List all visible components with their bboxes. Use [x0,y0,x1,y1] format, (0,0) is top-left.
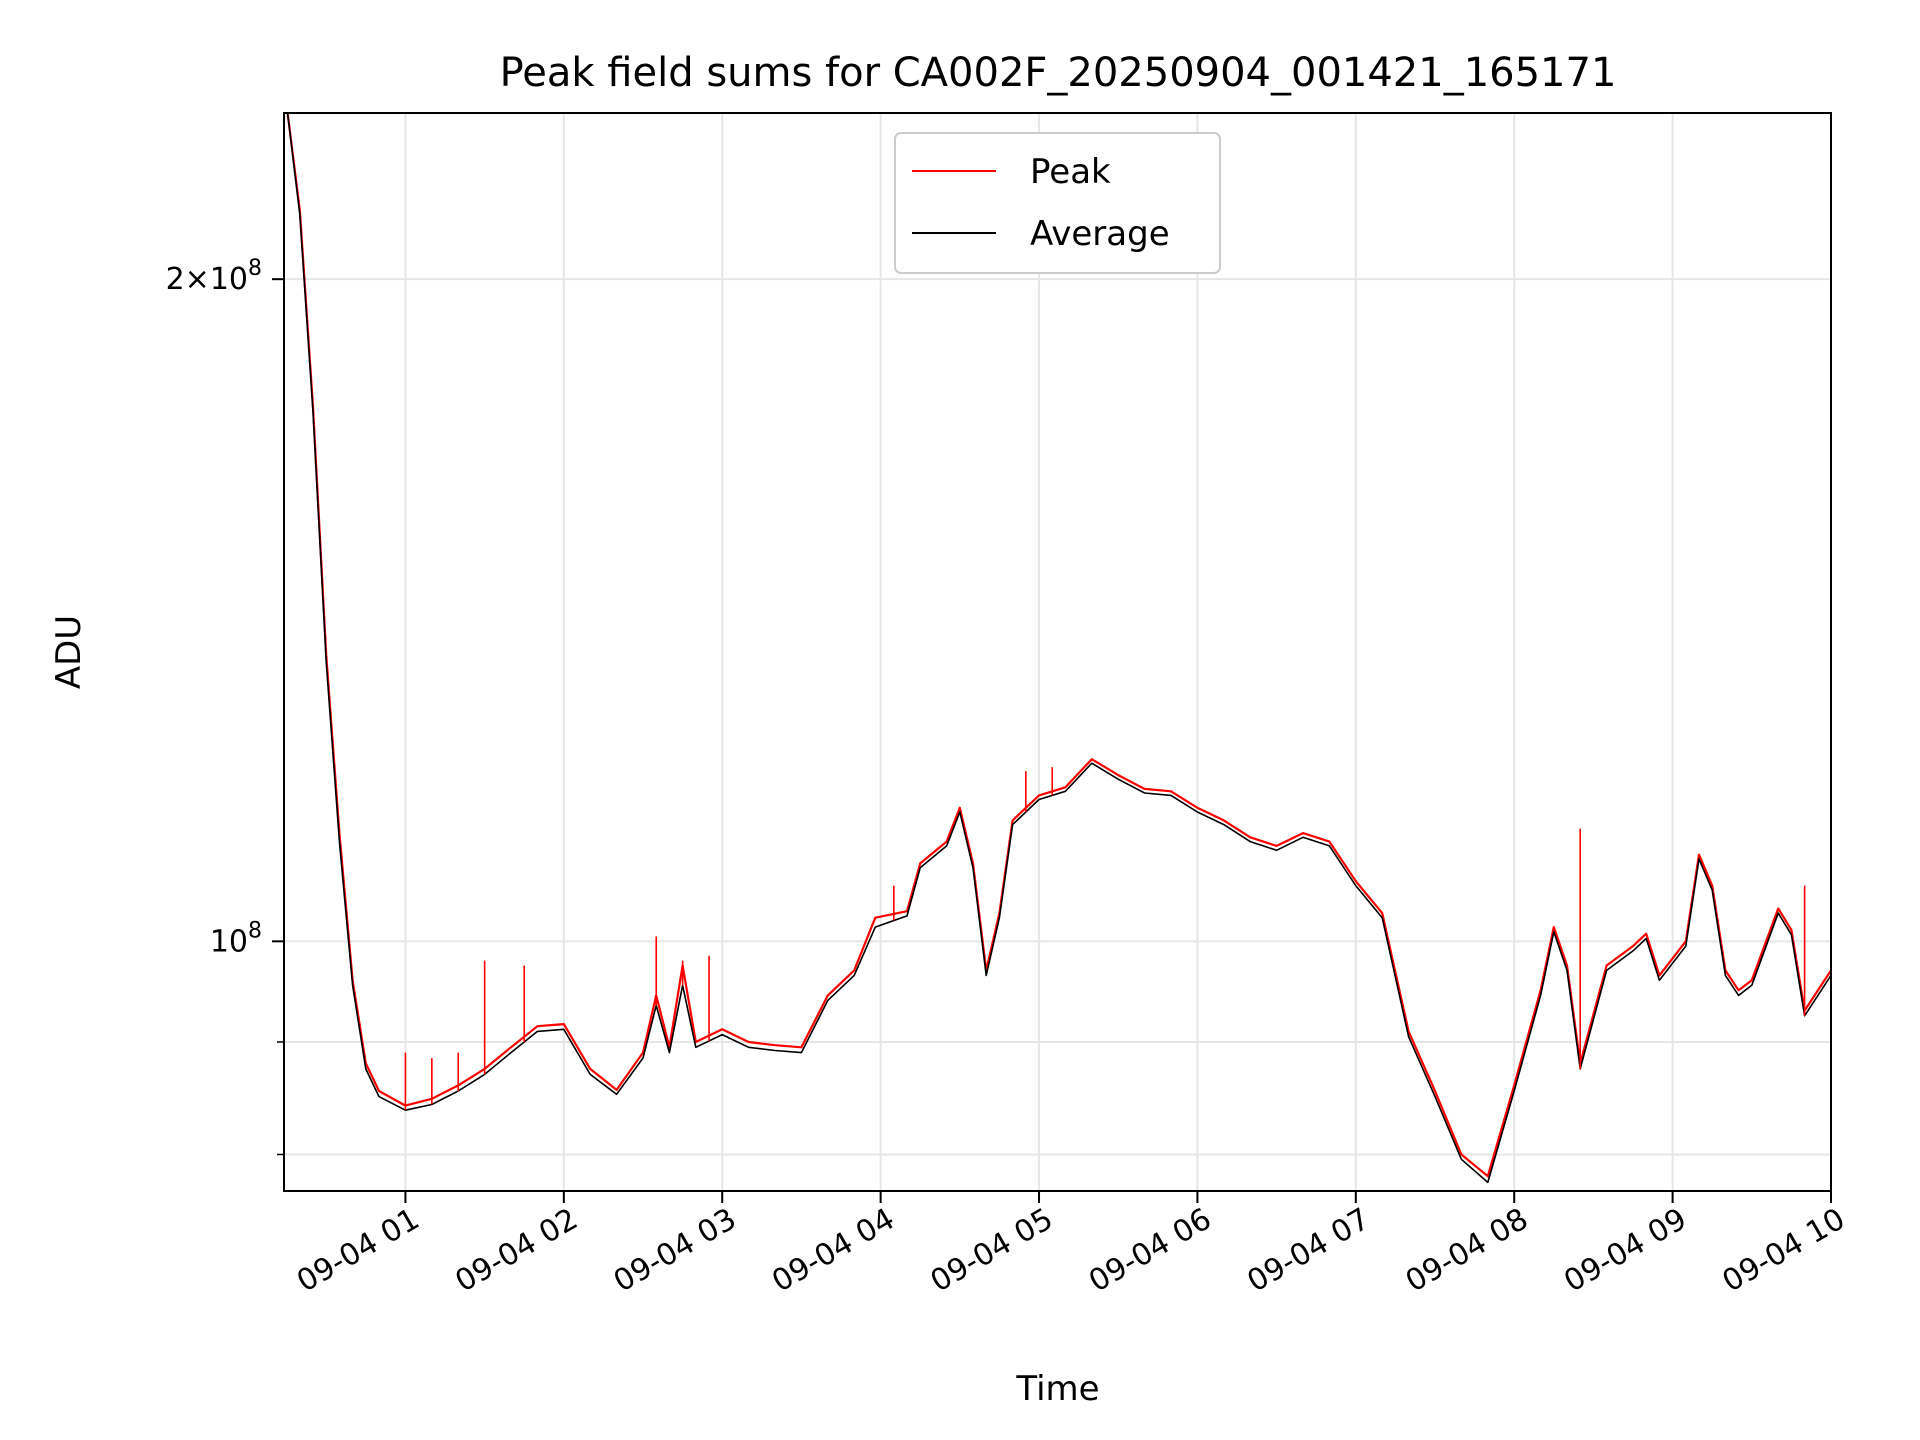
series-line-peak [286,113,1831,1178]
legend-box [894,132,1221,274]
legend-label-peak: Peak [1030,152,1111,192]
plot-frame [283,112,1832,1192]
y-axis-ticks: 108 2×108 [166,256,284,1156]
series-layer [286,113,1831,1184]
legend-label-average: Average [1030,214,1170,254]
y-tick-label: 2×108 [166,256,262,297]
y-tick-label: 108 [210,918,262,959]
x-axis-label: Time [1015,1369,1099,1409]
y-axis-label: ADU [49,615,89,689]
series-line-average [286,113,1831,1184]
legend: Peak Average [894,132,1221,274]
plot-background [284,113,1831,1191]
chart-title: Peak field sums for CA002F_20250904_0014… [500,50,1617,96]
plot-area [283,112,1832,1192]
grid [284,113,1832,1191]
